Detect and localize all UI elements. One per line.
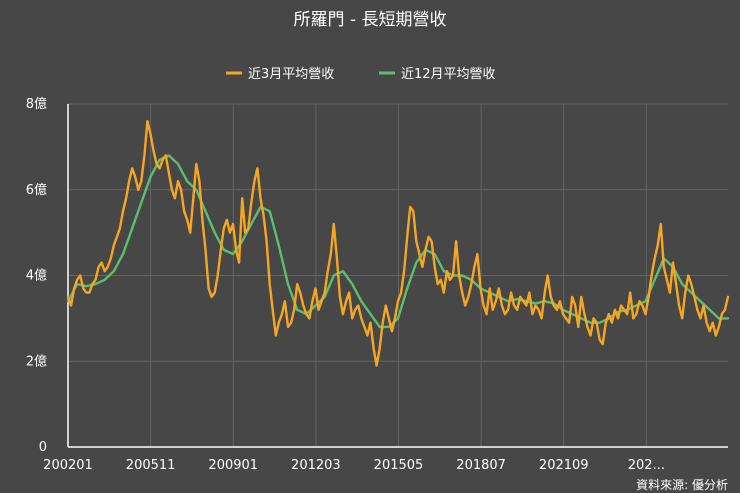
legend-label-long: 近12月平均營收 — [401, 67, 496, 82]
y-tick-label: 0 — [39, 440, 47, 455]
x-tick-label: 201505 — [374, 458, 424, 473]
series-line-long — [66, 154, 730, 329]
x-tick-label: 200511 — [126, 458, 176, 473]
x-tick-label: 201807 — [456, 458, 506, 473]
chart-title: 所羅門 - 長短期營收 — [294, 10, 447, 30]
y-tick-label: 8億 — [26, 96, 47, 112]
x-tick-label: 202... — [628, 458, 665, 473]
x-tick-label: 202109 — [539, 458, 589, 473]
x-tick-label: 200901 — [208, 458, 258, 473]
y-tick-label: 4億 — [26, 268, 47, 284]
x-tick-label: 201203 — [291, 458, 341, 473]
legend-label-short: 近3月平均營收 — [248, 67, 334, 82]
series-line-short — [66, 120, 730, 367]
plot-area: 0 2億 4億 6億 8億 200201 200511 200901 201203 201505 2… — [26, 96, 730, 473]
source-note: 資料來源: 優分析 — [636, 478, 728, 492]
x-tick-label: 200201 — [43, 458, 93, 473]
y-tick-label: 2億 — [26, 353, 47, 369]
y-tick-label: 6億 — [26, 182, 47, 198]
legend: 近3月平均營收 近12月平均營收 — [226, 67, 496, 82]
